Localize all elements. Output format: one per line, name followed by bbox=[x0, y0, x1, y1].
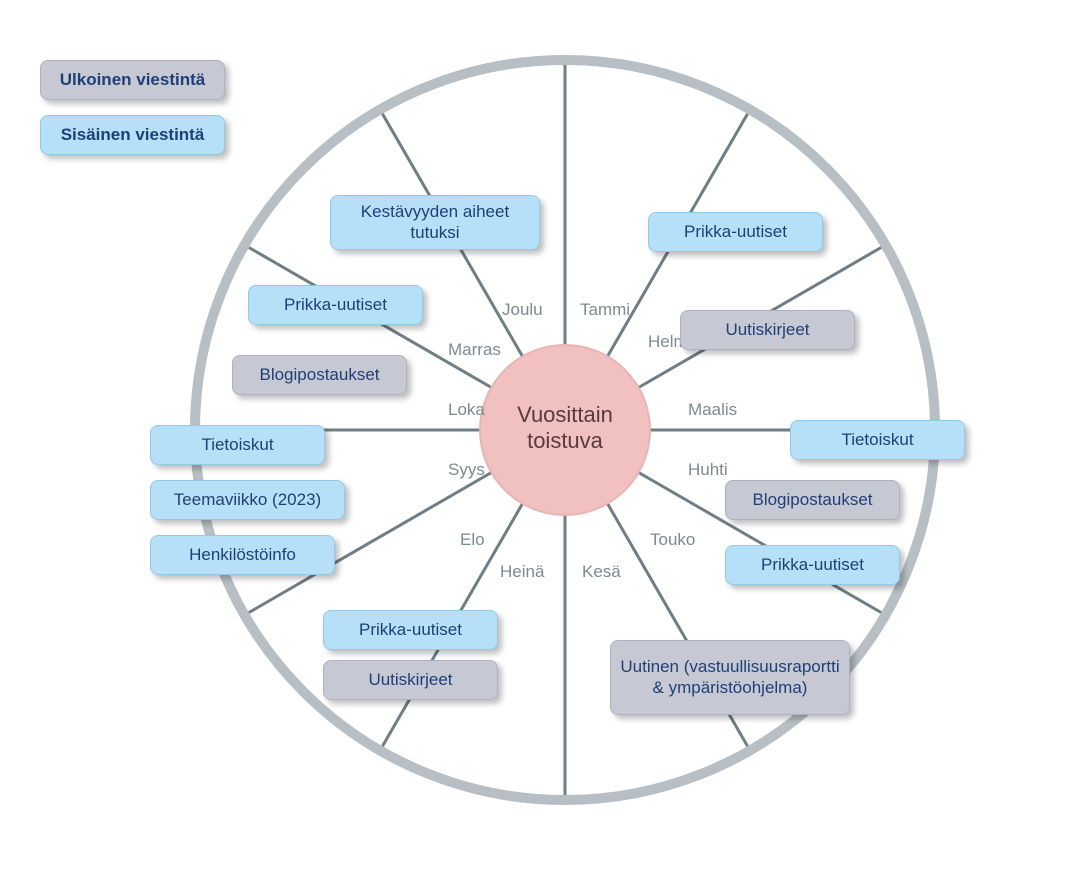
center-line2: toistuva bbox=[527, 428, 603, 453]
legend-pill: Sisäinen viestintä bbox=[40, 115, 225, 155]
month-label: Marras bbox=[448, 340, 501, 360]
center-line1: Vuosittain bbox=[517, 402, 613, 427]
activity-pill: Kestävyyden aiheet tutuksi bbox=[330, 195, 540, 250]
month-label: Joulu bbox=[502, 300, 543, 320]
activity-pill: Uutiskirjeet bbox=[680, 310, 855, 350]
month-label: Loka bbox=[448, 400, 485, 420]
activity-pill: Henkilöstöinfo bbox=[150, 535, 335, 575]
activity-pill: Uutinen (vastuullisuusraportti & ympäris… bbox=[610, 640, 850, 715]
month-label: Syys bbox=[448, 460, 485, 480]
activity-pill: Prikka-uutiset bbox=[648, 212, 823, 252]
diagram-root: { "canvas": { "width":1075, "height":886… bbox=[0, 0, 1075, 886]
month-label: Tammi bbox=[580, 300, 630, 320]
activity-pill: Prikka-uutiset bbox=[725, 545, 900, 585]
month-label: Maalis bbox=[688, 400, 737, 420]
activity-pill: Blogipostaukset bbox=[232, 355, 407, 395]
activity-pill: Prikka-uutiset bbox=[323, 610, 498, 650]
activity-pill: Blogipostaukset bbox=[725, 480, 900, 520]
month-label: Heinä bbox=[500, 562, 544, 582]
activity-pill: Tietoiskut bbox=[790, 420, 965, 460]
activity-pill: Uutiskirjeet bbox=[323, 660, 498, 700]
center-label: Vuosittaintoistuva bbox=[485, 402, 645, 454]
activity-pill: Tietoiskut bbox=[150, 425, 325, 465]
month-label: Kesä bbox=[582, 562, 621, 582]
month-label: Touko bbox=[650, 530, 695, 550]
month-label: Elo bbox=[460, 530, 485, 550]
activity-pill: Prikka-uutiset bbox=[248, 285, 423, 325]
legend-pill: Ulkoinen viestintä bbox=[40, 60, 225, 100]
activity-pill: Teemaviikko (2023) bbox=[150, 480, 345, 520]
month-label: Huhti bbox=[688, 460, 728, 480]
